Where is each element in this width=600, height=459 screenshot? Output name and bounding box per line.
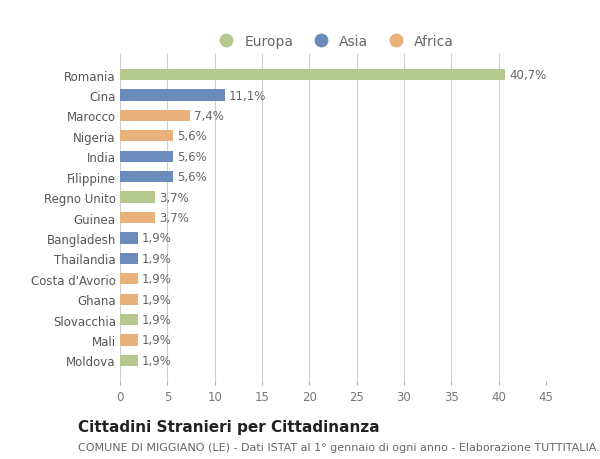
Text: 11,1%: 11,1% [229, 90, 266, 102]
Bar [120, 172, 173, 183]
Bar [120, 314, 138, 325]
Bar [120, 335, 138, 346]
Text: 7,4%: 7,4% [194, 110, 224, 123]
Legend: Europa, Asia, Africa: Europa, Asia, Africa [206, 29, 460, 55]
Text: 1,9%: 1,9% [142, 273, 172, 285]
Bar [120, 253, 138, 264]
Text: 5,6%: 5,6% [177, 130, 206, 143]
Text: 1,9%: 1,9% [142, 252, 172, 265]
Text: COMUNE DI MIGGIANO (LE) - Dati ISTAT al 1° gennaio di ogni anno - Elaborazione T: COMUNE DI MIGGIANO (LE) - Dati ISTAT al … [78, 442, 600, 452]
Bar [120, 355, 138, 366]
Text: 1,9%: 1,9% [142, 232, 172, 245]
Bar [120, 151, 173, 162]
Bar [120, 294, 138, 305]
Text: Cittadini Stranieri per Cittadinanza: Cittadini Stranieri per Cittadinanza [78, 419, 380, 434]
Text: 5,6%: 5,6% [177, 171, 206, 184]
Bar [120, 111, 190, 122]
Bar [120, 233, 138, 244]
Text: 1,9%: 1,9% [142, 313, 172, 326]
Text: 5,6%: 5,6% [177, 151, 206, 163]
Text: 1,9%: 1,9% [142, 293, 172, 306]
Text: 3,7%: 3,7% [159, 212, 188, 224]
Bar [120, 90, 225, 101]
Text: 1,9%: 1,9% [142, 334, 172, 347]
Bar [120, 131, 173, 142]
Text: 3,7%: 3,7% [159, 191, 188, 204]
Bar [120, 274, 138, 285]
Bar [120, 70, 505, 81]
Text: 40,7%: 40,7% [509, 69, 547, 82]
Bar [120, 213, 155, 224]
Bar [120, 192, 155, 203]
Text: 1,9%: 1,9% [142, 354, 172, 367]
